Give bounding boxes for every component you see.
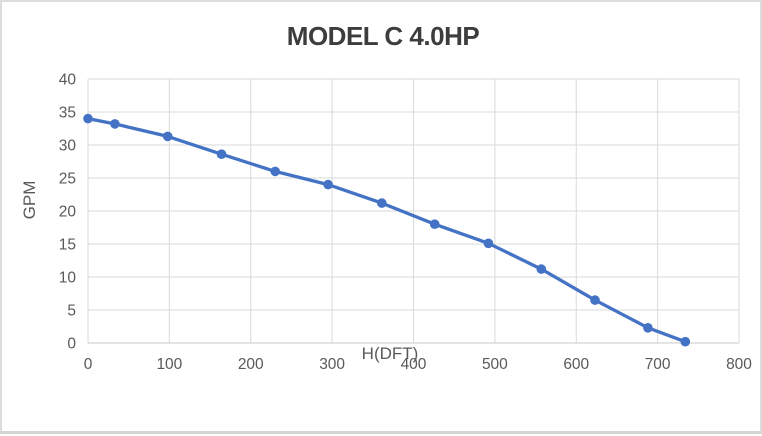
x-tick-label: 0 xyxy=(84,356,93,373)
y-tick-label: 0 xyxy=(67,335,76,352)
x-tick-label: 600 xyxy=(563,356,589,373)
data-point-marker xyxy=(536,264,547,274)
y-tick-label: 35 xyxy=(59,104,76,121)
chart-title: MODEL C 4.0HP xyxy=(286,21,480,51)
data-point-marker xyxy=(377,198,387,208)
x-tick-label: 800 xyxy=(726,356,752,373)
gridlines xyxy=(87,78,740,344)
data-series xyxy=(83,113,691,347)
data-point-marker xyxy=(323,179,333,190)
y-tick-label: 5 xyxy=(67,302,76,319)
data-point-marker xyxy=(429,219,440,229)
x-tick-label: 700 xyxy=(645,356,671,373)
data-point-marker xyxy=(83,113,93,124)
x-tick-label: 500 xyxy=(482,356,508,373)
data-point-marker xyxy=(270,166,281,177)
series-line xyxy=(86,116,687,344)
y-tick-label: 10 xyxy=(59,269,77,286)
data-point-marker xyxy=(110,119,120,129)
x-tick-label: 300 xyxy=(319,356,345,373)
x-axis-title: H(DFT) xyxy=(361,344,419,363)
y-tick-label: 15 xyxy=(59,236,76,253)
y-tick-label: 30 xyxy=(59,137,77,154)
x-tick-label: 200 xyxy=(238,356,264,373)
y-tick-label: 20 xyxy=(59,203,77,220)
data-point-marker xyxy=(483,238,494,249)
data-point-marker xyxy=(216,149,227,159)
data-point-marker xyxy=(680,336,691,347)
y-tick-label: 25 xyxy=(59,170,76,187)
x-tick-label: 400 xyxy=(401,356,427,373)
data-point-marker xyxy=(162,131,173,142)
x-tick-label: 100 xyxy=(156,356,182,373)
data-point-marker xyxy=(590,295,600,305)
data-point-marker xyxy=(643,323,653,333)
y-tick-label: 40 xyxy=(59,71,77,88)
